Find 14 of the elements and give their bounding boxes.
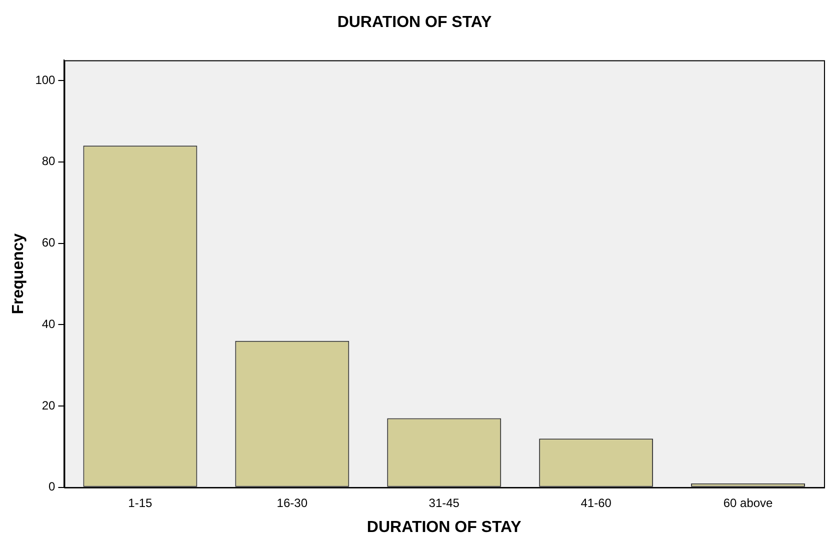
y-tick-label: 100 [35,72,56,87]
y-tick-label: 40 [42,316,56,331]
y-tick-label: 20 [42,398,56,412]
x-axis-title: DURATION OF STAY [366,518,522,536]
y-tick-label: 0 [48,480,56,494]
y-tick-label: 60 [42,236,56,250]
x-tick-label: 16-30 [276,496,308,510]
y-axis-title: Frequency [10,233,28,314]
chart-title: DURATION OF STAY [337,14,492,32]
x-tick-label: 1-15 [128,496,153,510]
x-tick-label: 31-45 [428,496,460,510]
y-tick-label: 80 [42,154,56,168]
x-tick-label: 60 above [723,496,774,510]
x-tick-label: 41-60 [580,496,612,510]
